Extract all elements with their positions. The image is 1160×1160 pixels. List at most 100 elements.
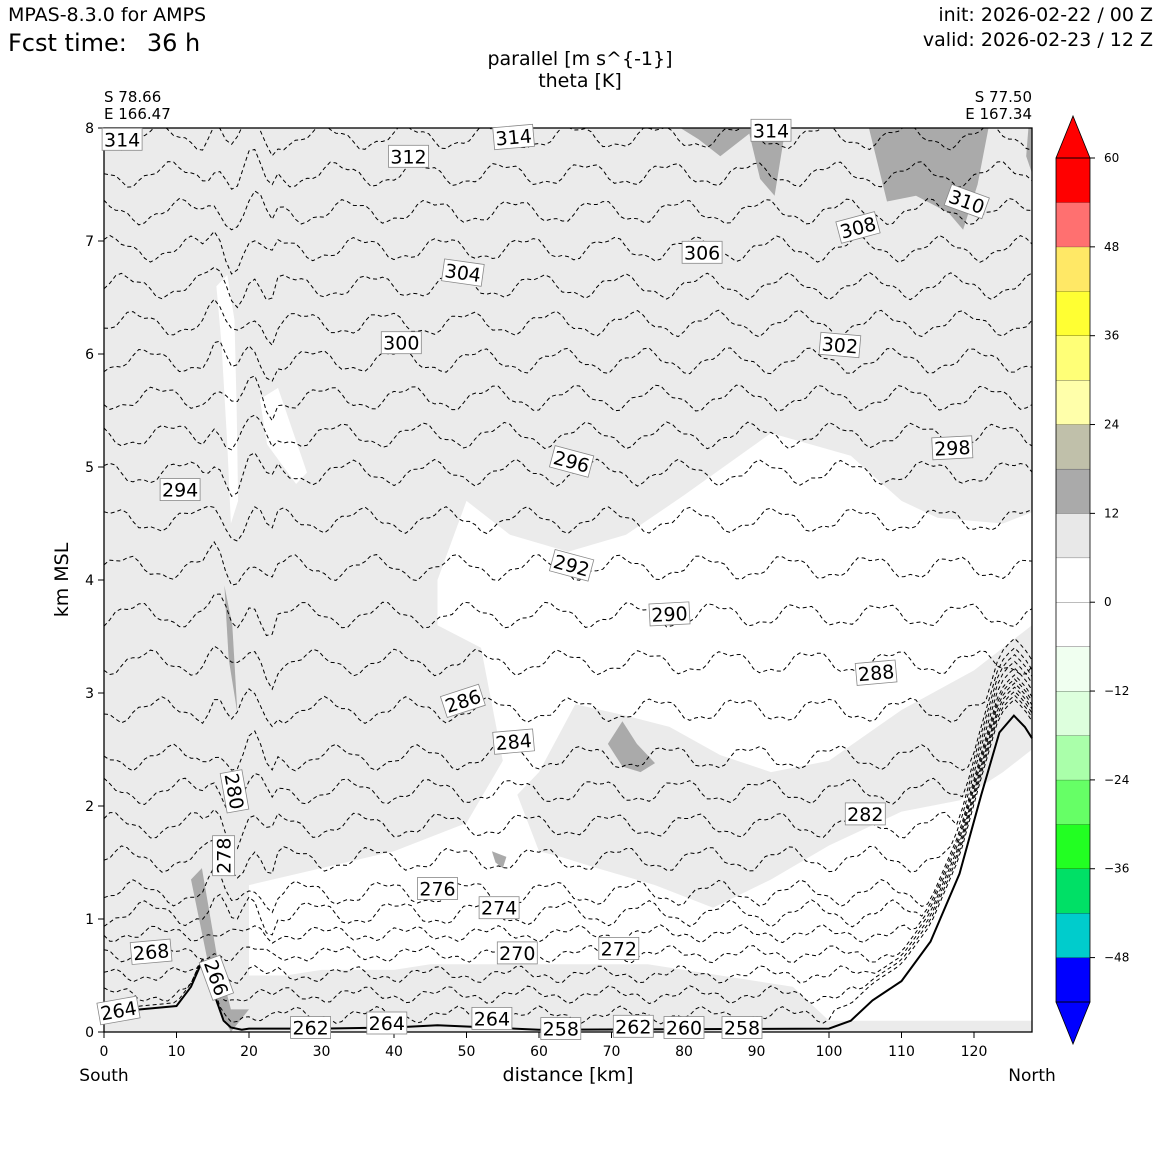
colorbar-tick-label: −36	[1104, 862, 1129, 876]
theta-contour-298	[104, 414, 1032, 451]
plot-title-line2: theta [K]	[538, 70, 622, 92]
colorbar: 60 48 36 24 12 0 −12 −24 −36 −48	[1055, 114, 1129, 1046]
theta-label-text: 258	[724, 1018, 760, 1040]
theta-label-text: 300	[383, 333, 419, 355]
shade-dark-gray-region	[491, 851, 507, 869]
axis-ticks: 0 10 20 30 40 50 60 70 80 90 100 110 120 0 1 2 3 4 5 6 7 8	[85, 121, 987, 1060]
theta-label-box	[548, 549, 595, 582]
x-tick-label: 30	[313, 1044, 331, 1060]
theta-label-300: 300	[380, 331, 422, 355]
theta-label-box	[478, 896, 520, 920]
colorbar-segment	[1056, 779, 1090, 825]
theta-label-text: 258	[543, 1019, 579, 1041]
colorbar-segment	[1056, 557, 1090, 603]
theta-label-text: 268	[132, 940, 170, 965]
theta-label-box	[388, 144, 429, 168]
theta-label-box	[219, 769, 250, 814]
colorbar-under-arrow	[1055, 1001, 1091, 1046]
theta-contour-296	[104, 452, 1032, 498]
y-tick-label: 3	[85, 686, 94, 702]
theta-label-276: 276	[417, 877, 458, 901]
south-label: South	[79, 1066, 129, 1086]
theta-label-box	[492, 123, 535, 151]
theta-contour-286	[104, 637, 1032, 728]
y-tick-label: 0	[85, 1025, 94, 1041]
colorbar-segment	[1056, 691, 1090, 736]
theta-label-text: 314	[495, 125, 533, 150]
theta-contour-284	[104, 647, 1032, 772]
shade-white-region	[249, 433, 1032, 1021]
theta-label-box	[663, 1016, 705, 1039]
theta-label-box	[750, 118, 792, 142]
theta-label-258: 258	[721, 1016, 763, 1040]
shade-white-region	[259, 387, 307, 484]
theta-label-box	[417, 877, 458, 900]
theta-label-box	[290, 1016, 332, 1039]
colorbar-segment	[1056, 735, 1090, 780]
theta-label-box	[540, 1017, 582, 1040]
theta-label-text: 298	[934, 437, 971, 461]
theta-label-text: 306	[684, 242, 720, 264]
theta-label-268: 268	[129, 938, 173, 965]
theta-label-290: 290	[648, 601, 691, 627]
shade-dark-gray-region	[680, 128, 786, 196]
x-tick-label: 120	[961, 1044, 988, 1060]
forecast-time-prefix: Fcst time:	[8, 29, 127, 57]
theta-label-292: 292	[548, 549, 595, 582]
y-tick-label: 4	[85, 573, 94, 589]
theta-label-box	[721, 1016, 763, 1039]
theta-label-258: 258	[540, 1017, 582, 1041]
theta-label-box	[548, 445, 595, 478]
theta-label-284: 284	[492, 728, 535, 755]
x-tick-label: 20	[240, 1044, 258, 1060]
theta-label-box	[844, 802, 886, 826]
y-tick-label: 7	[85, 234, 94, 250]
colorbar-segment	[1056, 202, 1090, 247]
theta-label-box	[159, 478, 201, 502]
theta-contour-310	[104, 190, 1032, 231]
theta-label-box	[496, 941, 538, 965]
theta-label-text: 276	[419, 879, 455, 901]
theta-label-text: 288	[857, 661, 895, 686]
theta-label-text: 302	[821, 333, 859, 358]
colorbar-segment	[1056, 868, 1090, 914]
right-endpoint-lat: S 77.50	[974, 88, 1032, 106]
theta-label-box	[101, 127, 143, 151]
theta-label-text: 314	[104, 129, 140, 151]
theta-contour-266	[104, 694, 1032, 1005]
left-endpoint-lon: E 166.47	[104, 105, 171, 123]
theta-contour-308	[104, 230, 1032, 275]
theta-label-box	[471, 1007, 513, 1030]
theta-label-270: 270	[496, 941, 538, 965]
colorbar-segment	[1056, 513, 1090, 558]
init-time: init: 2026-02-22 / 00 Z	[938, 4, 1153, 26]
colorbar-tick-label: −12	[1104, 684, 1129, 698]
theta-label-box	[818, 331, 862, 359]
colorbar-segment	[1056, 335, 1090, 381]
colorbar-tick-label: 24	[1104, 418, 1119, 432]
left-endpoint-lat: S 78.66	[104, 88, 162, 106]
theta-label-304: 304	[441, 258, 485, 287]
theta-label-294: 294	[159, 478, 201, 502]
theta-contour-274	[104, 678, 1032, 936]
shade-white-region	[216, 274, 239, 524]
theta-label-box	[366, 1011, 408, 1035]
colorbar-segment	[1056, 380, 1090, 425]
y-tick-label: 8	[85, 121, 94, 137]
theta-label-box	[380, 331, 422, 355]
colorbar-segment	[1056, 424, 1090, 469]
shade-dark-gray-region	[1026, 128, 1032, 174]
theta-contour-272	[104, 682, 1032, 944]
colorbar-tick-label: 36	[1104, 329, 1119, 343]
theta-label-278: 278	[212, 835, 236, 877]
x-axis-label: distance [km]	[502, 1064, 634, 1086]
colorbar-segment	[1056, 957, 1090, 1002]
plot-title-line1: parallel [m s^{-1}]	[487, 48, 673, 70]
x-tick-label: 60	[530, 1044, 548, 1060]
wind-speed-shading	[104, 128, 1032, 1032]
x-tick-label: 80	[675, 1044, 693, 1060]
colorbar-over-arrow	[1055, 114, 1091, 159]
theta-label-text: 264	[474, 1008, 510, 1030]
